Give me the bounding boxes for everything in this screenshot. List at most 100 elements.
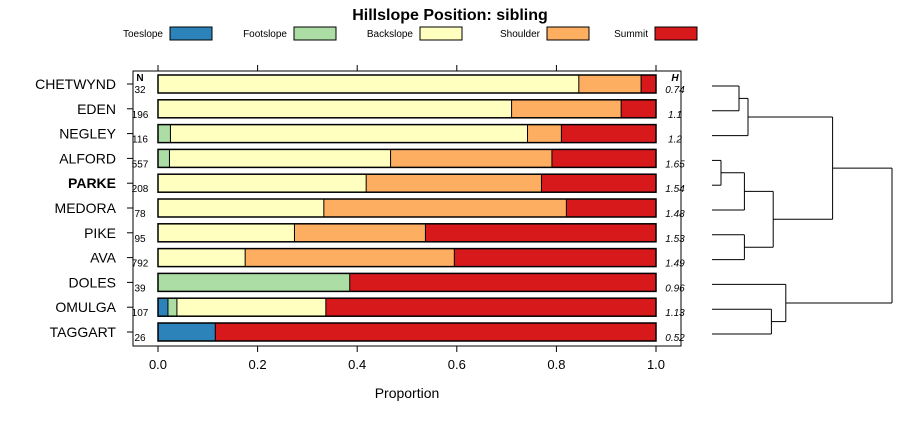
- bar-segment-shoulder: [527, 124, 562, 143]
- legend-label-shoulder: Shoulder: [500, 29, 541, 40]
- h-value: 1.54: [665, 184, 685, 195]
- bar-segment-backslope: [169, 149, 391, 168]
- bar-segment-footslope: [167, 298, 177, 317]
- n-value: 32: [134, 85, 146, 96]
- bar-segment-summit: [425, 223, 656, 242]
- category-label: AVA: [90, 250, 117, 266]
- legend-label-toeslope: Toeslope: [123, 29, 163, 40]
- bar-segment-summit: [215, 323, 656, 341]
- bar-segment-summit: [561, 124, 656, 143]
- bar-segment-backslope: [158, 75, 579, 93]
- x-tick-label: 0.8: [547, 357, 565, 372]
- bar-segment-shoulder: [323, 199, 567, 217]
- bar-segment-summit: [349, 273, 656, 292]
- row-taggart: TAGGART 26 0.52: [50, 322, 685, 344]
- h-value: 0.74: [665, 85, 685, 96]
- legend-swatch-shoulder: [546, 26, 590, 41]
- bar-outline: [157, 247, 657, 268]
- h-value: 1.1: [668, 110, 682, 121]
- bar-outline: [157, 74, 657, 94]
- h-value: 1.2: [668, 135, 682, 146]
- bar-segment-toeslope: [158, 298, 168, 317]
- n-column-header: N: [136, 73, 143, 84]
- chart-title: Hillslope Position: sibling: [352, 7, 548, 24]
- bar-segment-backslope: [158, 99, 512, 118]
- category-label: CHETWYND: [35, 76, 116, 92]
- n-value: 196: [132, 110, 149, 121]
- x-tick-label: 0.2: [249, 357, 267, 372]
- bar-segment-shoulder: [245, 248, 455, 267]
- h-column-header: H: [671, 73, 679, 84]
- bar-outline: [157, 322, 657, 342]
- x-tick-label: 0.0: [149, 357, 167, 372]
- row-medora: MEDORA 78 1.48: [55, 198, 685, 220]
- dendrogram: [712, 85, 893, 335]
- legend-label-backslope: Backslope: [367, 29, 414, 40]
- bar-segment-footslope: [158, 124, 171, 143]
- legend-label-summit: Summit: [614, 29, 648, 40]
- row-eden: EDEN 196 1.1: [77, 99, 682, 121]
- n-value: 792: [132, 259, 149, 270]
- n-value: 116: [132, 135, 148, 146]
- bar-segment-shoulder: [366, 174, 542, 193]
- bar-segment-summit: [454, 248, 656, 267]
- h-value: 1.53: [665, 234, 685, 245]
- row-omulga: OMULGA 107 1.13: [55, 297, 685, 319]
- n-value: 107: [132, 308, 149, 319]
- category-label: NEGLEY: [59, 126, 116, 142]
- n-value: 557: [132, 159, 149, 170]
- bar-segment-backslope: [158, 174, 367, 193]
- n-value: 39: [134, 283, 146, 294]
- h-value: 1.65: [665, 159, 685, 170]
- n-value: 78: [134, 209, 146, 220]
- row-doles: DOLES 39 0.96: [69, 272, 685, 294]
- n-value: 95: [134, 234, 146, 245]
- legend-swatch-backslope: [419, 26, 463, 41]
- legend-label-footslope: Footslope: [243, 29, 287, 40]
- category-label: DOLES: [69, 274, 116, 290]
- h-value: 0.52: [665, 333, 685, 344]
- legend-swatch-toeslope: [169, 26, 213, 41]
- bar-segment-shoulder: [511, 99, 622, 118]
- bar-outline: [157, 272, 657, 293]
- category-label: TAGGART: [50, 324, 117, 340]
- h-value: 0.96: [665, 283, 685, 294]
- category-label: PIKE: [84, 225, 116, 241]
- legend-swatch-footslope: [293, 26, 337, 41]
- legend-swatch-summit: [654, 26, 698, 41]
- bar-outline: [157, 223, 657, 243]
- bar-segment-shoulder: [578, 75, 642, 93]
- category-label: MEDORA: [55, 200, 117, 216]
- n-value: 208: [132, 184, 149, 195]
- bar-segment-backslope: [170, 124, 528, 143]
- bar-segment-toeslope: [158, 323, 216, 341]
- row-pike: PIKE 95 1.53: [84, 223, 685, 245]
- bar-segment-summit: [566, 199, 656, 217]
- legend: Toeslope Footslope Backslope Shoulder Summit: [123, 26, 698, 41]
- bar-segment-summit: [551, 149, 656, 168]
- bar-outline: [157, 99, 657, 119]
- row-negley: NEGLEY 116 1.2: [59, 123, 682, 146]
- category-label: ALFORD: [59, 150, 116, 166]
- plot-area: 0.0 0.2 0.4 0.6 0.8 1.0 N H CHETWYND 32 0.74 EDEN 19…: [35, 65, 685, 372]
- bar-outline: [157, 123, 657, 144]
- row-parke: PARKE 208 1.54: [68, 173, 685, 195]
- bar-segment-summit: [621, 99, 656, 118]
- bar-segment-backslope: [176, 298, 326, 317]
- bar-segment-shoulder: [390, 149, 552, 168]
- bar-segment-summit: [641, 75, 656, 93]
- category-label: PARKE: [68, 175, 116, 191]
- category-label: OMULGA: [55, 299, 116, 315]
- row-ava: AVA 792 1.49: [90, 247, 685, 270]
- bar-segment-shoulder: [294, 223, 426, 242]
- bar-segment-summit: [325, 298, 656, 317]
- x-tick-label: 0.6: [448, 357, 466, 372]
- n-value: 26: [134, 333, 146, 344]
- h-value: 1.49: [665, 259, 685, 270]
- bar-segment-footslope: [158, 273, 350, 292]
- row-alford: ALFORD 557 1.65: [59, 148, 685, 170]
- h-value: 1.13: [665, 308, 685, 319]
- bar-outline: [157, 173, 657, 193]
